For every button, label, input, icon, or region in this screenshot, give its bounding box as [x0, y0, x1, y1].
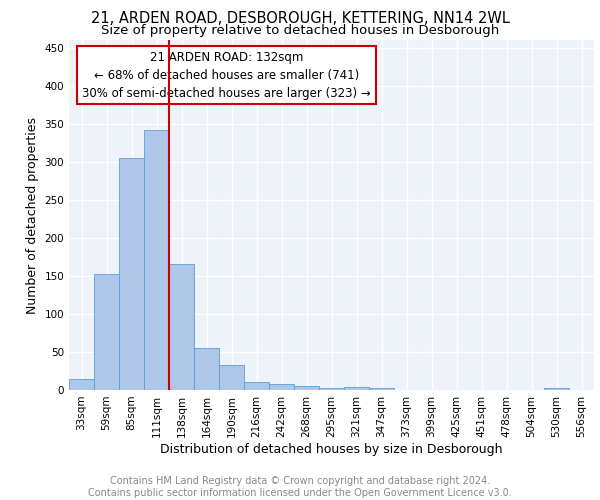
Bar	[69, 378, 94, 390]
Bar	[119, 158, 144, 390]
Text: Size of property relative to detached houses in Desborough: Size of property relative to detached ho…	[101, 24, 499, 37]
Bar	[169, 264, 194, 390]
Text: 21 ARDEN ROAD: 132sqm
← 68% of detached houses are smaller (741)
30% of semi-det: 21 ARDEN ROAD: 132sqm ← 68% of detached …	[82, 50, 371, 100]
Bar	[319, 388, 344, 390]
Text: 21, ARDEN ROAD, DESBOROUGH, KETTERING, NN14 2WL: 21, ARDEN ROAD, DESBOROUGH, KETTERING, N…	[91, 11, 509, 26]
Text: Contains HM Land Registry data © Crown copyright and database right 2024.
Contai: Contains HM Land Registry data © Crown c…	[88, 476, 512, 498]
Bar	[244, 382, 269, 390]
Bar	[144, 130, 169, 390]
Bar	[294, 386, 319, 390]
Bar	[344, 387, 369, 390]
Bar	[544, 388, 569, 390]
Y-axis label: Number of detached properties: Number of detached properties	[26, 116, 39, 314]
X-axis label: Distribution of detached houses by size in Desborough: Distribution of detached houses by size …	[160, 442, 503, 456]
Bar	[369, 388, 394, 390]
Bar	[194, 348, 219, 390]
Bar	[269, 384, 294, 390]
Bar	[94, 274, 119, 390]
Bar	[219, 365, 244, 390]
